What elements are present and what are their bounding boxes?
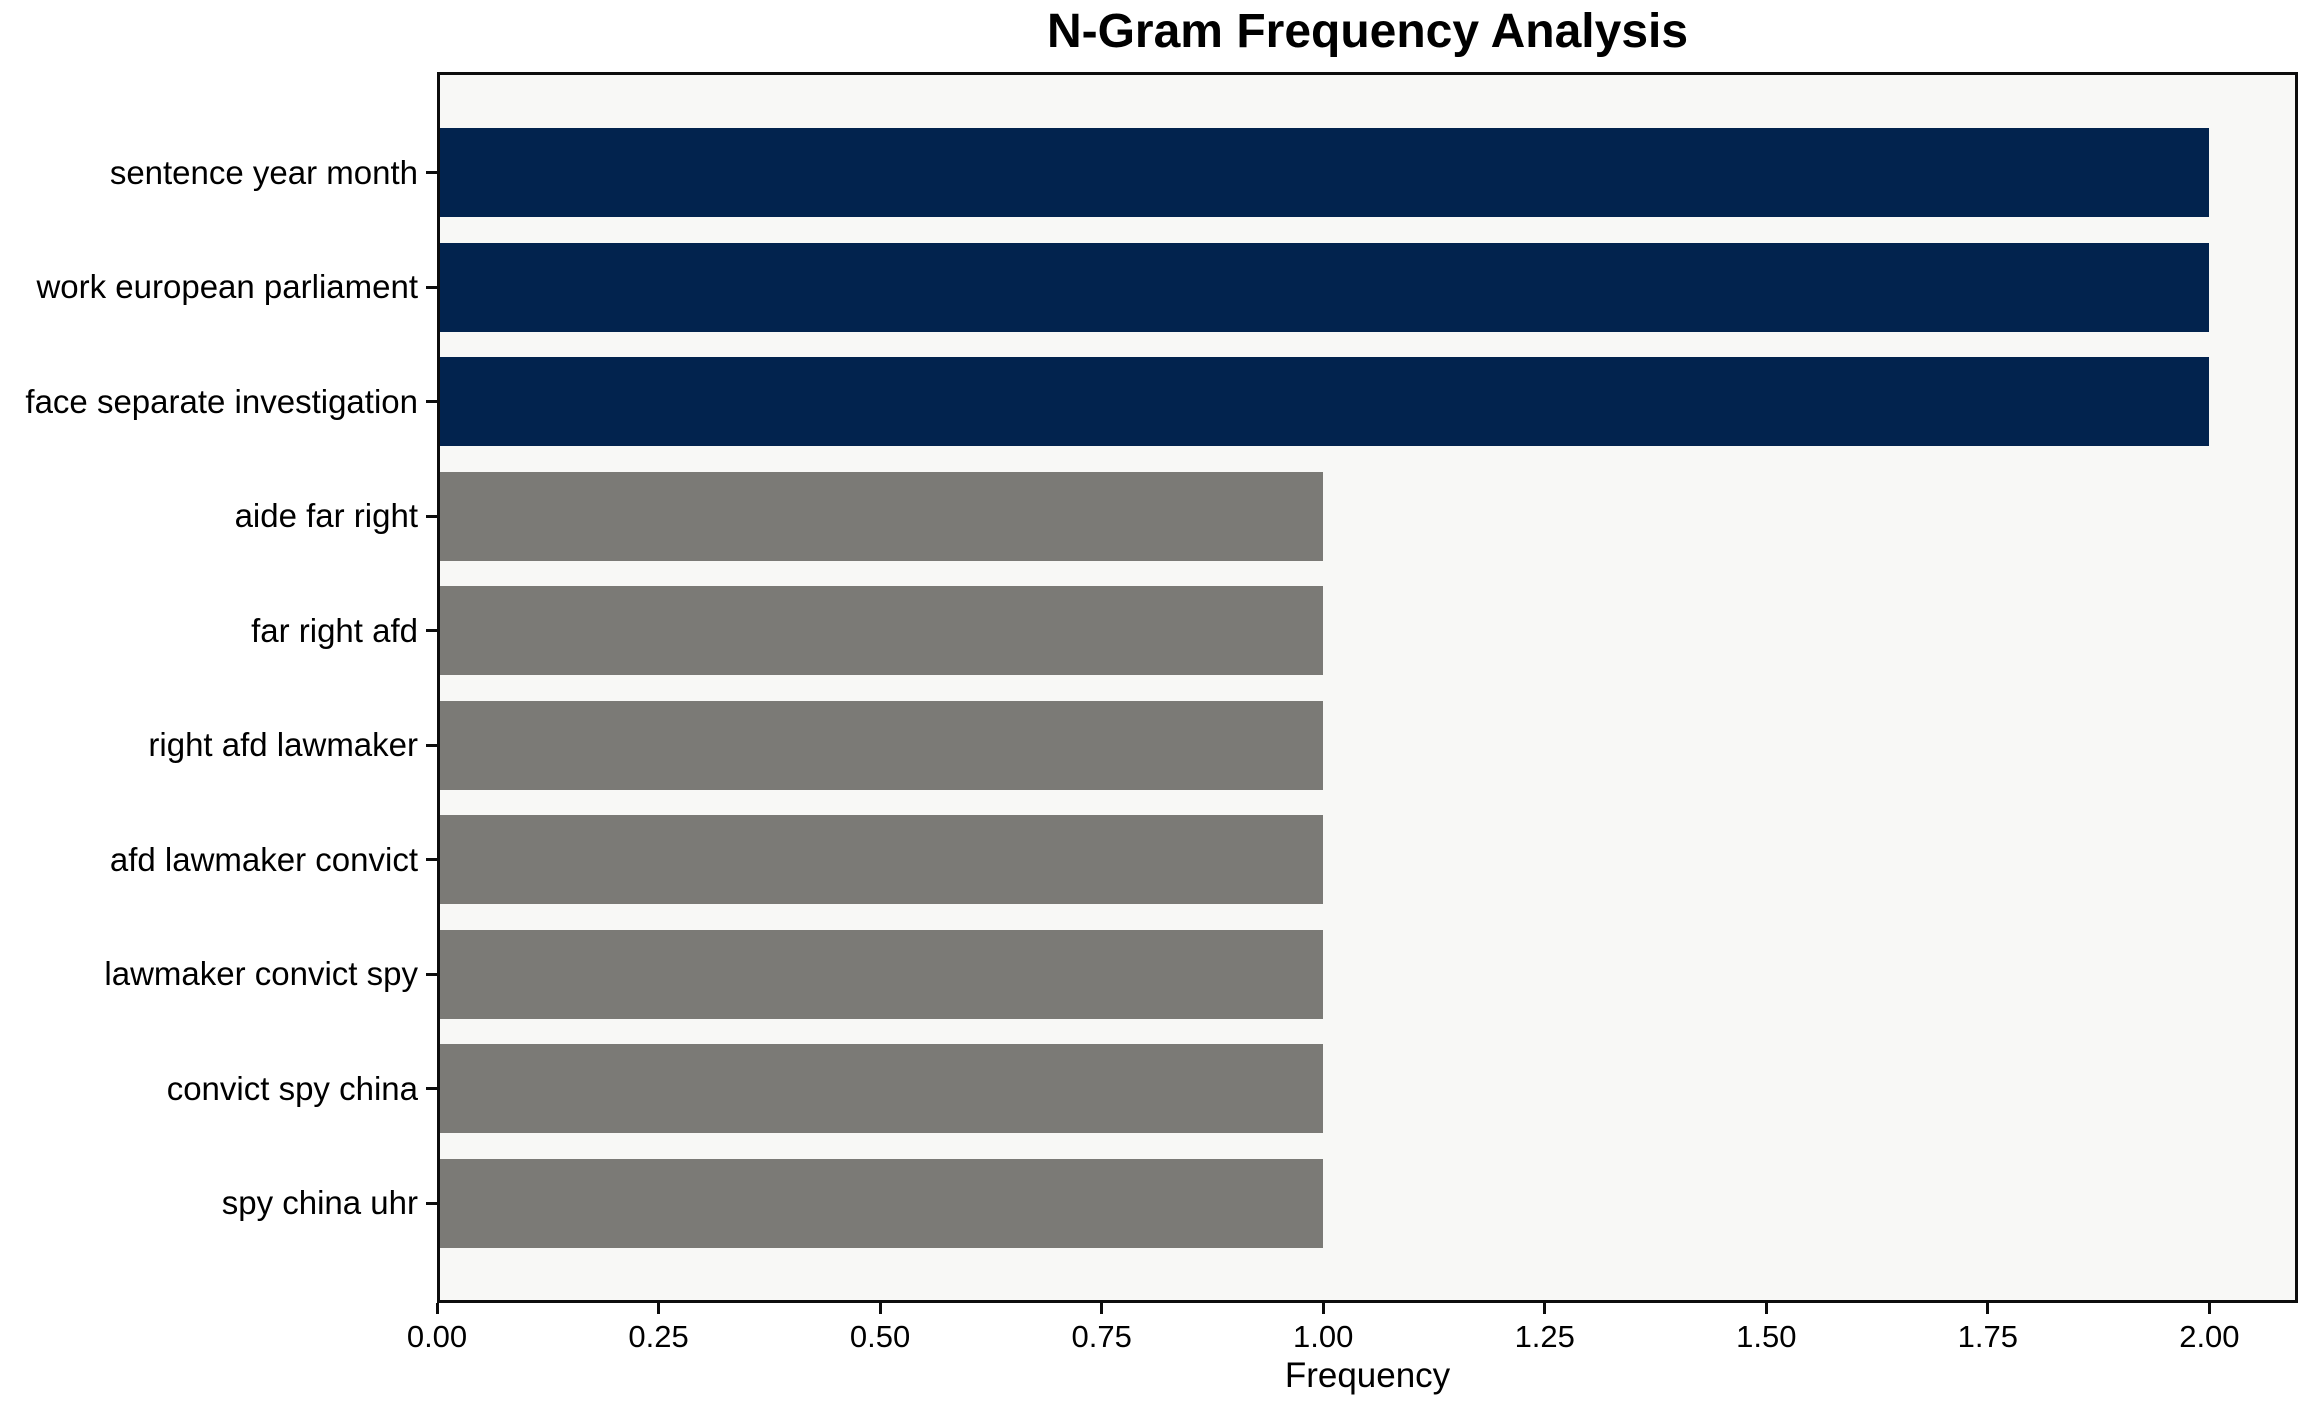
x-tick-label-1.50: 1.50 — [1736, 1319, 1797, 1354]
bar-work-european-parliament — [437, 242, 2210, 332]
y-tick-mark — [426, 400, 437, 403]
bar-right-afd-lawmaker — [437, 700, 1324, 790]
bar-far-right-afd — [437, 586, 1324, 675]
y-tick-label-afd-lawmaker-convict: afd lawmaker convict — [109, 840, 418, 878]
x-tick-label-0.75: 0.75 — [1071, 1319, 1132, 1354]
y-tick-label-face-separate-investigation: face separate investigation — [25, 382, 418, 420]
bar-afd-lawmaker-convict — [437, 815, 1324, 904]
y-tick-mark — [426, 285, 437, 289]
x-tick-label-0.25: 0.25 — [628, 1319, 689, 1354]
y-tick-mark — [426, 1087, 437, 1090]
x-tick-mark — [657, 1303, 661, 1314]
y-tick-label-work-european-parliament: work european parliament — [36, 268, 418, 305]
y-tick-label-sentence-year-month: sentence year month — [109, 153, 418, 191]
x-tick-label-2.00: 2.00 — [2179, 1319, 2240, 1354]
y-tick-mark — [426, 514, 437, 518]
x-tick-label-0.00: 0.00 — [406, 1319, 468, 1354]
y-tick-label-lawmaker-convict-spy: lawmaker convict spy — [104, 955, 418, 992]
y-tick-mark — [426, 1201, 437, 1205]
x-tick-mark — [1764, 1303, 1768, 1314]
bar-lawmaker-convict-spy — [437, 929, 1324, 1019]
y-tick-label-far-right-afd: far right afd — [251, 611, 418, 649]
x-tick-label-1.25: 1.25 — [1514, 1319, 1575, 1354]
y-tick-label-convict-spy-china: convict spy china — [166, 1069, 418, 1107]
x-tick-mark — [1321, 1303, 1325, 1314]
bar-spy-china-uhr — [437, 1158, 1324, 1248]
y-tick-label-aide-far-right: aide far right — [234, 497, 418, 534]
y-tick-mark — [426, 858, 437, 861]
y-tick-mark — [426, 743, 437, 747]
x-tick-label-1.00: 1.00 — [1293, 1319, 1354, 1354]
bar-convict-spy-china — [437, 1044, 1324, 1133]
x-tick-label-0.50: 0.50 — [849, 1319, 911, 1354]
x-tick-mark — [1100, 1303, 1104, 1314]
chart-title: N-Gram Frequency Analysis — [1046, 5, 1689, 58]
x-tick-mark — [2207, 1303, 2211, 1314]
y-tick-mark — [426, 629, 437, 632]
bar-face-separate-investigation — [437, 357, 2210, 446]
bar-sentence-year-month — [437, 128, 2210, 217]
x-tick-mark — [435, 1303, 439, 1314]
y-tick-mark — [426, 972, 437, 976]
y-tick-label-right-afd-lawmaker: right afd lawmaker — [148, 726, 418, 763]
bar-aide-far-right — [437, 471, 1324, 561]
x-tick-mark — [878, 1303, 882, 1314]
x-tick-mark — [1986, 1303, 1990, 1314]
x-tick-label-1.75: 1.75 — [1957, 1319, 2018, 1354]
x-tick-mark — [1543, 1303, 1547, 1314]
y-tick-label-spy-china-uhr: spy china uhr — [221, 1184, 418, 1221]
x-axis-title: Frequency — [1284, 1356, 1451, 1395]
y-tick-mark — [426, 171, 437, 174]
